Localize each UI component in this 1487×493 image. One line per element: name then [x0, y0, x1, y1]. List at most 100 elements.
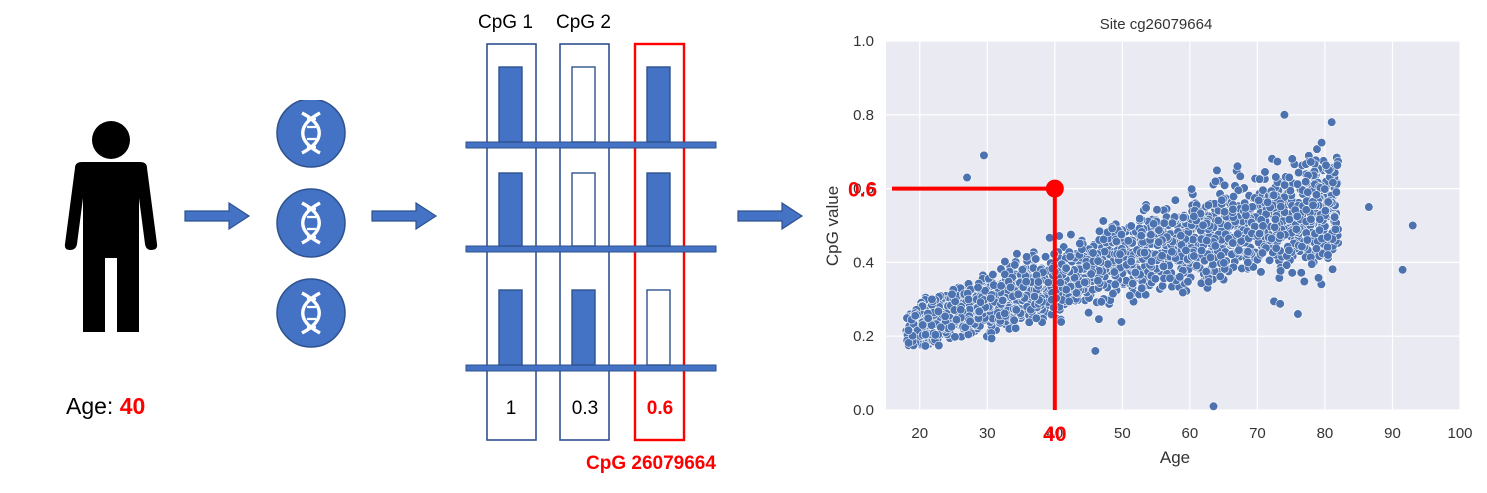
- data-point: [1219, 258, 1229, 268]
- data-point: [1271, 243, 1281, 253]
- data-point: [1397, 265, 1408, 275]
- person-icon: [64, 121, 158, 332]
- data-point: [1275, 266, 1286, 276]
- data-point: [1270, 222, 1280, 232]
- data-point: [1135, 214, 1145, 224]
- cpg1-column: [486, 43, 537, 441]
- data-point: [1094, 314, 1104, 324]
- cpg-bar-filled: [498, 66, 523, 143]
- data-point: [1187, 184, 1197, 194]
- data-point: [1130, 268, 1140, 278]
- data-point: [1271, 172, 1281, 182]
- data-point: [1284, 245, 1294, 255]
- cpg-bar-empty: [571, 172, 596, 247]
- data-point: [975, 297, 986, 307]
- data-point: [1240, 203, 1250, 213]
- data-point: [1270, 214, 1280, 224]
- data-point: [1125, 290, 1135, 301]
- shelf: [465, 245, 717, 253]
- data-point: [1061, 263, 1071, 273]
- data-point: [1217, 195, 1227, 205]
- data-point: [1275, 299, 1285, 309]
- data-point: [1228, 191, 1239, 202]
- cpg-bar-empty: [571, 66, 596, 143]
- data-point: [986, 333, 997, 344]
- data-point: [962, 172, 972, 183]
- data-point: [1022, 252, 1032, 262]
- data-point: [1189, 211, 1199, 222]
- data-point: [1198, 220, 1208, 230]
- data-point: [1123, 236, 1133, 246]
- cpg-bar-filled: [646, 172, 671, 247]
- data-point: [1287, 268, 1297, 278]
- data-point: [1147, 256, 1157, 266]
- data-point: [1000, 308, 1010, 319]
- data-point: [1024, 317, 1034, 327]
- data-point: [1328, 177, 1338, 188]
- data-point: [1006, 282, 1016, 292]
- data-point: [1178, 212, 1188, 223]
- data-point: [1167, 218, 1178, 228]
- dna-icon: [276, 100, 346, 168]
- data-point: [1167, 247, 1177, 257]
- data-point: [1327, 264, 1338, 274]
- data-point: [1280, 180, 1290, 190]
- data-point: [1306, 214, 1316, 224]
- y-tick-label: 0.4: [853, 254, 874, 271]
- data-point: [1243, 247, 1253, 257]
- data-point: [1116, 229, 1127, 240]
- data-point: [1322, 232, 1333, 242]
- chart-title: Site cg26079664: [1100, 16, 1213, 33]
- data-point: [1210, 241, 1220, 251]
- data-point: [1139, 248, 1150, 258]
- data-point: [1308, 200, 1318, 210]
- data-point: [1146, 230, 1156, 240]
- data-point: [1126, 221, 1136, 231]
- data-point: [1075, 239, 1085, 249]
- data-point: [946, 322, 957, 332]
- data-point: [1192, 261, 1202, 271]
- data-point: [1031, 313, 1041, 323]
- highlight-x-label: 40: [1043, 423, 1066, 446]
- data-point: [1315, 214, 1325, 224]
- data-point: [1285, 186, 1295, 196]
- x-tick-label: 90: [1384, 425, 1401, 442]
- data-point: [1010, 260, 1020, 270]
- data-point: [1323, 197, 1333, 207]
- data-point: [1234, 245, 1244, 255]
- data-point: [1204, 277, 1214, 287]
- data-point: [1093, 256, 1103, 266]
- x-tick-label: 20: [911, 425, 928, 442]
- cpg-bar-filled: [498, 289, 523, 366]
- methylation-array: [465, 42, 717, 442]
- data-point: [1330, 212, 1340, 222]
- data-point: [1029, 292, 1040, 302]
- data-point: [1066, 229, 1076, 240]
- data-point: [1210, 176, 1221, 186]
- data-point: [1084, 308, 1094, 318]
- data-point: [1011, 323, 1021, 333]
- data-point: [1170, 195, 1180, 205]
- data-point: [1299, 276, 1309, 287]
- data-point: [933, 306, 943, 316]
- data-point: [1176, 231, 1186, 241]
- data-point: [1292, 179, 1303, 189]
- data-point: [1011, 305, 1021, 315]
- data-point: [956, 305, 966, 315]
- data-point: [1266, 233, 1277, 244]
- data-point: [1175, 272, 1185, 282]
- data-point: [1109, 267, 1119, 277]
- data-point: [1154, 237, 1164, 247]
- data-point: [1071, 288, 1082, 298]
- data-point: [973, 282, 983, 293]
- data-point: [1232, 161, 1243, 171]
- highlight-site-label: CpG 26079664: [586, 453, 716, 474]
- data-point: [1012, 249, 1022, 259]
- data-point: [1213, 216, 1223, 226]
- data-point: [1297, 241, 1307, 252]
- data-point: [1098, 216, 1108, 226]
- data-point: [1258, 221, 1268, 231]
- data-point: [923, 313, 933, 323]
- arrow-icon: [737, 201, 804, 231]
- data-point: [1178, 287, 1188, 298]
